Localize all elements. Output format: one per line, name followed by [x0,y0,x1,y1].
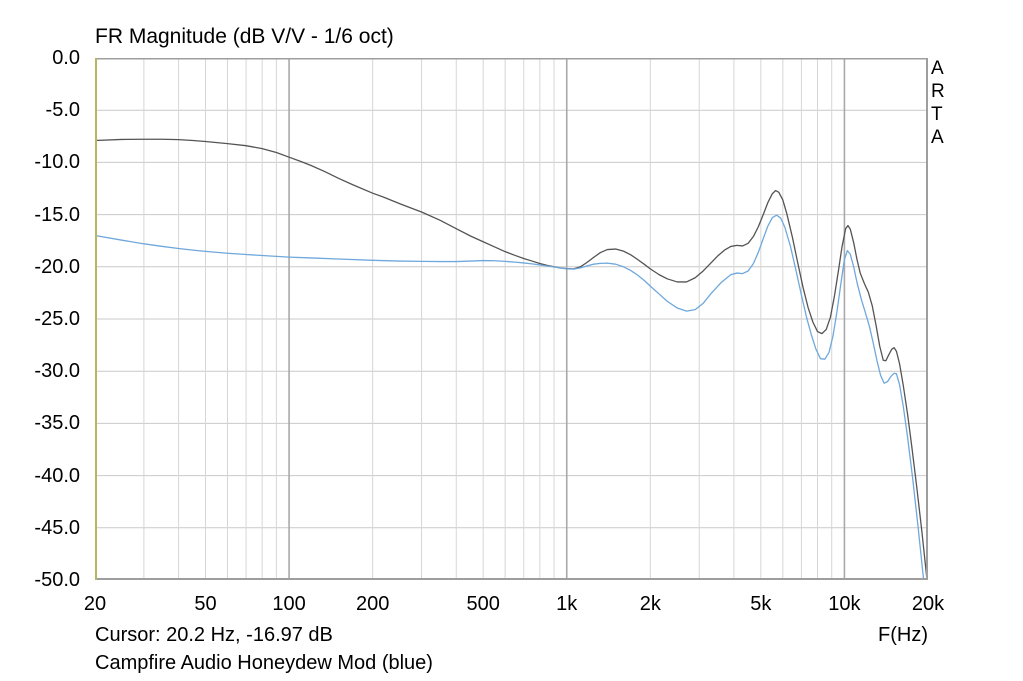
y-tick-label: -20.0 [34,255,80,278]
arta-watermark-letter: R [931,81,945,102]
x-tick-label: 50 [194,593,217,615]
chart-title: FR Magnitude (dB V/V - 1/6 oct) [95,25,394,48]
arta-watermark-letter: A [931,127,944,148]
y-tick-label: -50.0 [34,569,80,591]
arta-watermark-letter: A [931,58,944,79]
plot-area[interactable] [95,58,928,580]
curve-blue-trace [95,214,925,580]
x-tick-label: 20k [911,593,945,615]
x-tick-label: 2k [639,593,661,615]
y-tick-label: -35.0 [34,412,80,435]
overlay-curve-label: Campfire Audio Honeydew Mod (blue) [95,652,433,674]
x-tick-label: 20 [83,593,107,615]
x-axis-unit-label: F(Hz) [878,624,928,646]
y-tick-label: 0.0 [52,47,80,69]
y-tick-label: -25.0 [34,308,80,330]
y-tick-label: -40.0 [34,464,80,487]
y-tick-label: -45.0 [34,516,80,539]
x-tick-label: 500 [466,593,500,615]
y-tick-label: -15.0 [34,203,80,226]
y-tick-label: -10.0 [34,151,80,174]
curve-gray-trace [95,138,928,580]
x-tick-label: 10k [828,593,861,615]
y-tick-label: -5.0 [45,99,80,122]
arta-watermark-letter: T [931,104,943,125]
x-tick-label: 5k [750,593,772,615]
x-tick-label: 100 [272,593,306,615]
y-tick-label: -30.0 [34,360,80,383]
fr-curves-svg [95,58,928,580]
x-tick-label: 200 [355,593,390,615]
x-tick-label: 1k [556,593,578,615]
cursor-readout: Cursor: 20.2 Hz, -16.97 dB [95,624,333,646]
